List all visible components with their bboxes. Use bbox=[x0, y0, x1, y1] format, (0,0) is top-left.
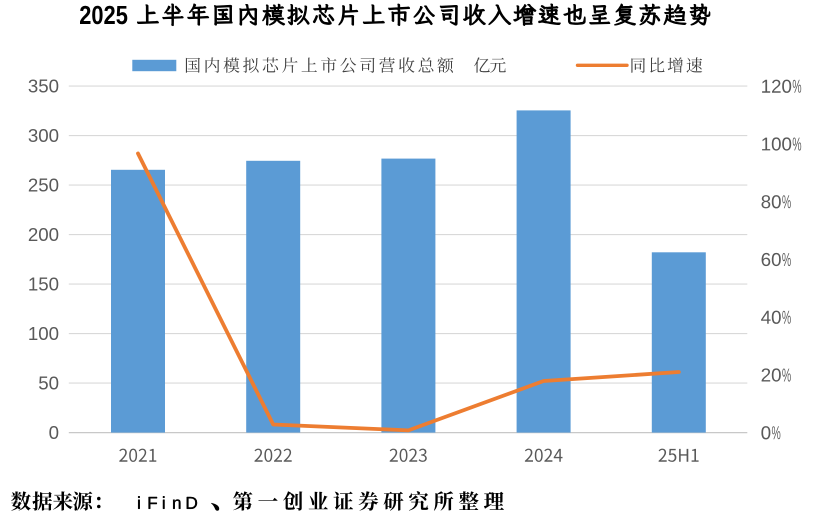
svg-text:100: 100 bbox=[28, 323, 59, 344]
svg-text:250: 250 bbox=[28, 175, 59, 196]
svg-text:300: 300 bbox=[28, 125, 59, 146]
svg-text:200: 200 bbox=[28, 224, 59, 245]
svg-text:150: 150 bbox=[28, 274, 59, 295]
svg-text:0: 0 bbox=[49, 422, 59, 443]
svg-text:350: 350 bbox=[28, 76, 59, 97]
svg-text:50: 50 bbox=[38, 373, 59, 394]
